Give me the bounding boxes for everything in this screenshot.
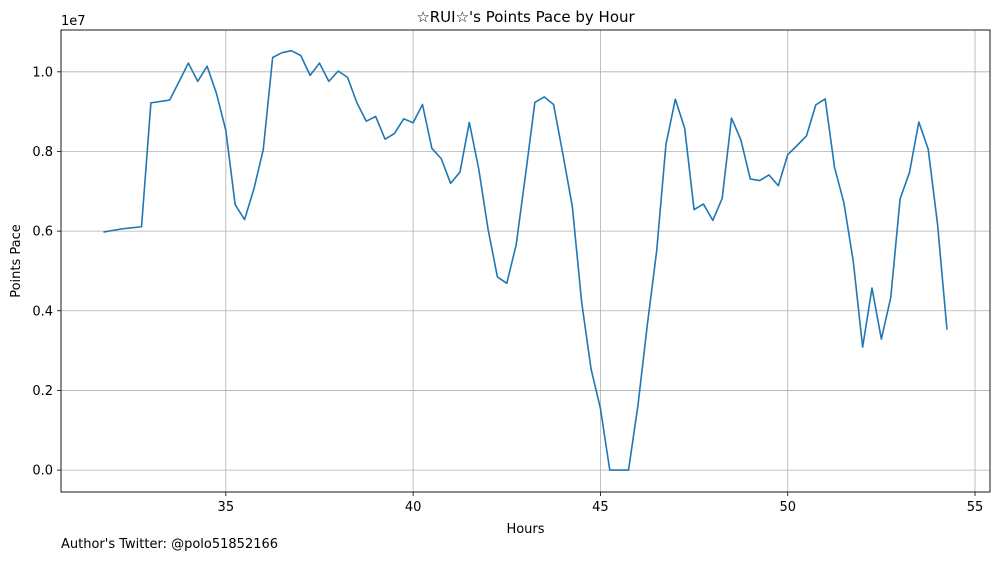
y-tick-label: 0.6: [32, 225, 53, 240]
y-tick-label: 0.2: [32, 384, 53, 399]
series-line: [103, 49, 948, 471]
x-axis-label: Hours: [506, 522, 544, 537]
y-tick-label: 1.0: [32, 65, 53, 80]
x-tick-label: 35: [218, 500, 235, 515]
axis-ticks: 35 40 45 50 55 0.0 0.2 0.4 0.6 0.8 1.0: [32, 65, 983, 515]
y-tick-label: 0.8: [32, 145, 53, 160]
grid: [61, 30, 990, 492]
chart-title: ☆RUI☆'s Points Pace by Hour: [416, 8, 635, 26]
x-tick-label: 50: [779, 500, 796, 515]
x-tick-label: 45: [592, 500, 609, 515]
y-offset-label: 1e7: [61, 14, 86, 29]
y-tick-label: 0.0: [32, 464, 53, 479]
plot-frame: [60, 29, 991, 493]
author-credit: Author's Twitter: @polo51852166: [61, 537, 279, 552]
x-tick-label: 55: [967, 500, 984, 515]
y-axis-label: Points Pace: [9, 224, 24, 298]
y-tick-label: 0.4: [32, 304, 53, 319]
x-tick-label: 40: [405, 500, 422, 515]
